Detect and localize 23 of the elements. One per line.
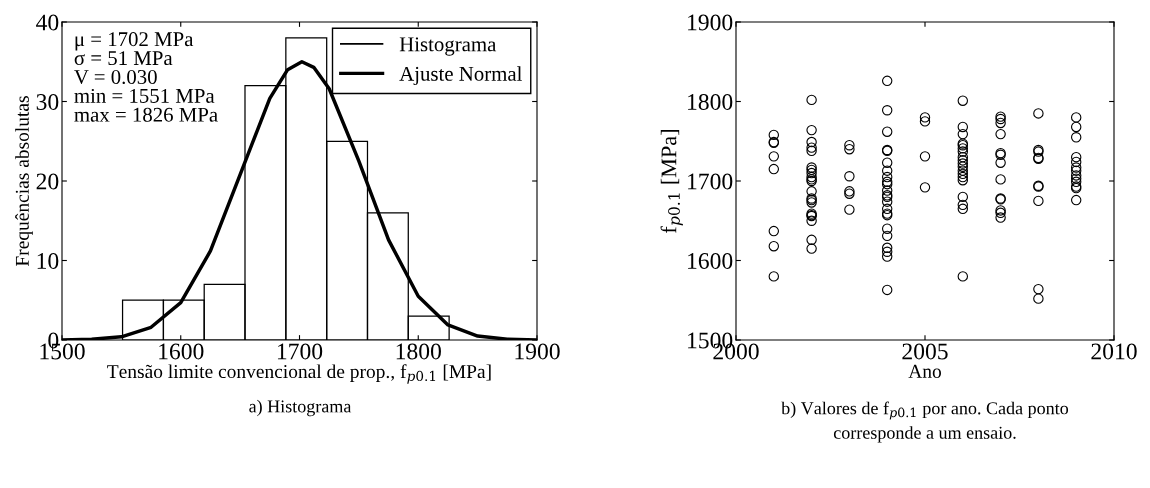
y-axis-title: f$_{p0.1}$ [MPa] — [660, 130, 683, 233]
y-tick-label: 10 — [37, 252, 59, 269]
x-tick-label: 1700 — [277, 343, 323, 360]
y-tick-label: 1800 — [688, 93, 733, 110]
y-tick-label: 40 — [36, 14, 59, 31]
text: a) Histograma — [249, 399, 352, 417]
x-tick-label: 2005 — [902, 343, 948, 360]
x-axis-title: Tensão limite convencional de prop., f$_{p0.1}$ [MPa] — [107, 364, 491, 384]
x-axis-title: Ano — [908, 364, 941, 378]
y-tick-label: 1900 — [688, 14, 733, 31]
legend-label: Histograma — [399, 37, 497, 56]
x-tick-label: 1600 — [159, 343, 204, 360]
y-tick-label: 1600 — [688, 252, 733, 269]
legend-label: Ajuste Normal — [399, 66, 522, 86]
annotation: μ = 1702 MPa σ = 51 MPa V = 0.030 min = 1551 MPa max = 1826 MPa — [74, 32, 218, 122]
y-tick-label: 20 — [36, 173, 59, 190]
x-tick-label: 2010 — [1091, 343, 1137, 360]
y-axis-title: Frequências absolutas — [15, 96, 33, 267]
x-tick-label: 1900 — [515, 343, 560, 360]
x-tick-label: 1800 — [396, 343, 441, 360]
text: b) Valores de f$_{p0.1}$ por ano. Cada ponto corresponde a um ensaio. — [781, 401, 1069, 443]
y-tick-label: 30 — [36, 93, 59, 110]
y-tick-label: 1700 — [688, 173, 733, 190]
